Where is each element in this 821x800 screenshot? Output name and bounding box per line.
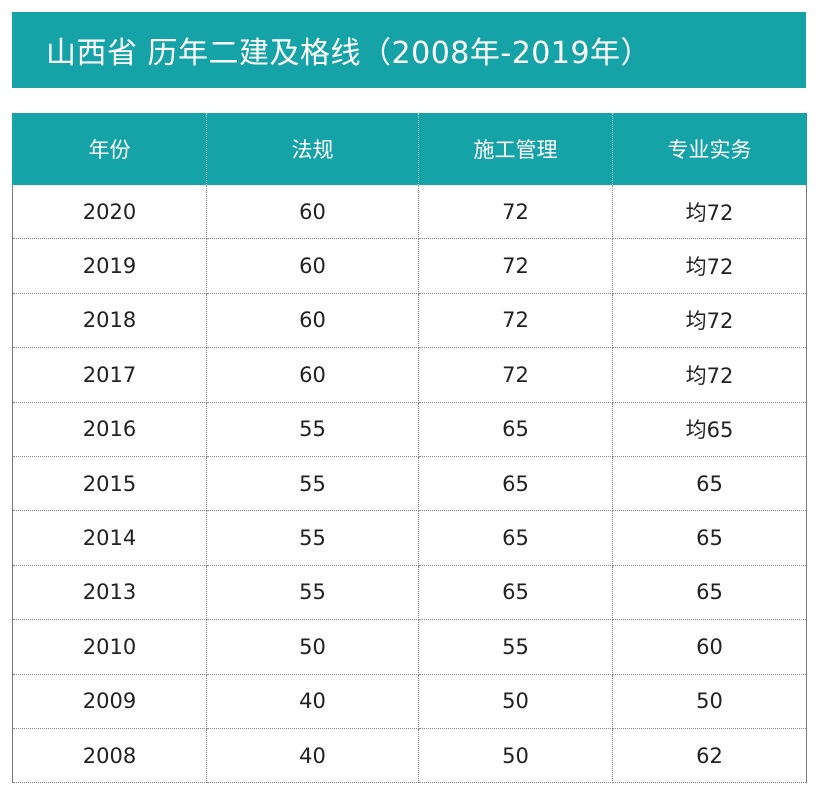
cell-construction-management: 72 (418, 185, 613, 240)
cell-construction-management: 55 (418, 619, 613, 675)
cell-regulations: 60 (206, 293, 419, 349)
table-row: 2014 55 65 65 (12, 510, 807, 566)
score-table-container: 年份 法规 施工管理 专业实务 2020 60 72 均72 2019 60 72 均72 20… (12, 113, 807, 784)
cell-construction-management: 65 (418, 565, 613, 621)
cell-construction-management: 72 (418, 347, 613, 403)
table-row: 2009 40 50 50 (12, 674, 807, 729)
table-row: 2013 55 65 65 (12, 565, 807, 621)
cell-regulations: 40 (206, 728, 419, 784)
cell-professional-practice: 均72 (612, 238, 807, 294)
cell-regulations: 60 (206, 185, 419, 240)
cell-professional-practice: 均72 (612, 293, 807, 349)
cell-professional-practice: 65 (612, 456, 807, 512)
cell-regulations: 60 (206, 347, 419, 403)
column-header-regulations: 法规 (206, 113, 419, 185)
cell-regulations: 55 (206, 402, 419, 457)
cell-regulations: 55 (206, 456, 419, 512)
cell-professional-practice: 均72 (612, 185, 807, 240)
cell-year: 2008 (12, 728, 207, 784)
cell-year: 2013 (12, 565, 207, 621)
score-table: 年份 法规 施工管理 专业实务 2020 60 72 均72 2019 60 72 均72 20… (12, 113, 807, 784)
page-title: 山西省 历年二建及格线（2008年-2019年） (12, 12, 806, 88)
cell-year: 2009 (12, 674, 207, 729)
table-row: 2015 55 65 65 (12, 456, 807, 512)
cell-year: 2014 (12, 510, 207, 566)
cell-professional-practice: 50 (612, 674, 807, 729)
table-row: 2020 60 72 均72 (12, 185, 807, 240)
cell-regulations: 55 (206, 510, 419, 566)
table-row: 2016 55 65 均65 (12, 402, 807, 457)
cell-construction-management: 50 (418, 674, 613, 729)
cell-year: 2020 (12, 185, 207, 240)
column-header-construction-management: 施工管理 (418, 113, 613, 185)
cell-professional-practice: 60 (612, 619, 807, 675)
cell-year: 2015 (12, 456, 207, 512)
cell-professional-practice: 均65 (612, 402, 807, 457)
table-row: 2010 50 55 60 (12, 619, 807, 675)
cell-construction-management: 65 (418, 510, 613, 566)
cell-regulations: 50 (206, 619, 419, 675)
table-row: 2018 60 72 均72 (12, 293, 807, 349)
cell-construction-management: 72 (418, 238, 613, 294)
table-body: 2020 60 72 均72 2019 60 72 均72 2018 60 72 均72 2017 60 7… (12, 185, 807, 784)
cell-professional-practice: 65 (612, 565, 807, 621)
column-header-professional-practice: 专业实务 (612, 113, 807, 185)
cell-regulations: 60 (206, 238, 419, 294)
table-header-row: 年份 法规 施工管理 专业实务 (12, 113, 807, 185)
table-row: 2019 60 72 均72 (12, 238, 807, 294)
cell-regulations: 40 (206, 674, 419, 729)
cell-construction-management: 65 (418, 402, 613, 457)
column-header-year: 年份 (12, 113, 207, 185)
cell-professional-practice: 62 (612, 728, 807, 784)
cell-year: 2018 (12, 293, 207, 349)
cell-regulations: 55 (206, 565, 419, 621)
cell-construction-management: 65 (418, 456, 613, 512)
cell-professional-practice: 均72 (612, 347, 807, 403)
cell-year: 2016 (12, 402, 207, 457)
cell-professional-practice: 65 (612, 510, 807, 566)
cell-year: 2019 (12, 238, 207, 294)
cell-construction-management: 72 (418, 293, 613, 349)
table-row: 2017 60 72 均72 (12, 347, 807, 403)
table-row: 2008 40 50 62 (12, 728, 807, 784)
cell-year: 2017 (12, 347, 207, 403)
cell-year: 2010 (12, 619, 207, 675)
cell-construction-management: 50 (418, 728, 613, 784)
